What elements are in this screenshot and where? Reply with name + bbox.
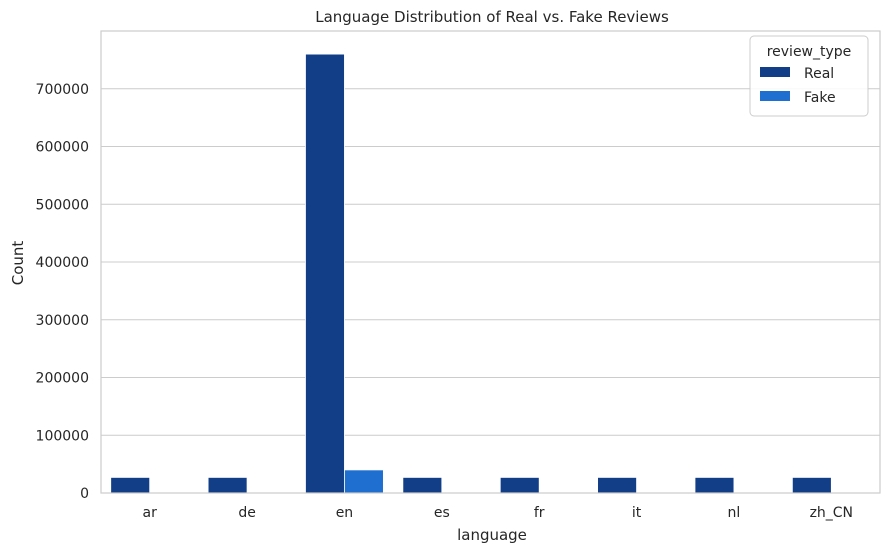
bar-real-es	[402, 477, 443, 494]
legend-swatch-real	[760, 67, 790, 77]
legend: review_type Real Fake	[749, 35, 869, 117]
bars	[110, 53, 832, 494]
bar-real-nl	[694, 477, 735, 494]
y-tick-label: 400000	[36, 255, 89, 271]
y-tick-label: 0	[80, 486, 89, 502]
y-tick-label: 500000	[36, 197, 89, 213]
x-tick-label: nl	[728, 505, 741, 521]
legend-label-fake: Fake	[804, 90, 836, 106]
legend-title: review_type	[767, 44, 852, 60]
x-tick-label: zh_CN	[810, 505, 853, 521]
x-tick-label: it	[632, 505, 642, 521]
bar-real-en	[305, 53, 345, 494]
bar-real-it	[597, 477, 637, 494]
plot-frame	[100, 30, 881, 494]
y-tick-label: 300000	[36, 313, 89, 329]
legend-label-real: Real	[804, 66, 834, 82]
y-axis-title: Count	[9, 241, 27, 286]
y-gridlines	[101, 88, 880, 494]
y-tick-labels: 0 100000 200000 300000 400000 500000 600000 700…	[36, 82, 89, 502]
bar-fake-en	[344, 469, 384, 494]
bar-real-zh_cn	[791, 477, 832, 494]
x-tick-label: de	[238, 505, 256, 521]
y-tick-label: 100000	[36, 428, 89, 444]
x-tick-labels: ar de en es fr it nl zh_CN	[143, 505, 854, 521]
bar-real-de	[207, 477, 248, 494]
y-tick-label: 600000	[36, 140, 89, 156]
bar-real-fr	[499, 477, 540, 494]
legend-swatch-fake	[760, 91, 790, 101]
x-tick-label: en	[336, 505, 354, 521]
x-tick-label: fr	[534, 505, 545, 521]
y-tick-label: 700000	[36, 82, 89, 98]
chart-title: Language Distribution of Real vs. Fake R…	[315, 8, 669, 26]
x-axis-title: language	[457, 526, 527, 544]
x-tick-label: ar	[143, 505, 158, 521]
y-tick-label: 200000	[36, 371, 89, 387]
x-tick-label: es	[434, 505, 450, 521]
bar-real-ar	[110, 477, 151, 494]
